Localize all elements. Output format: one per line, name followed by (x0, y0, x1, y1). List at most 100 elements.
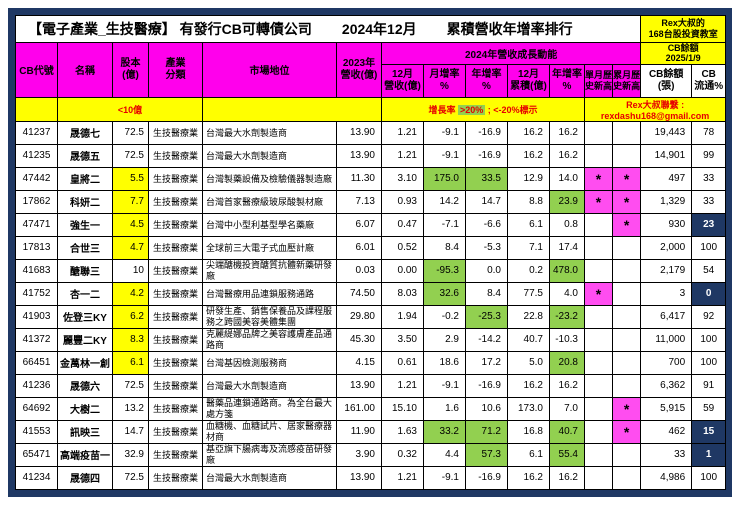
cell-mom[interactable]: 32.6 (423, 281, 466, 306)
cell-dec-rev[interactable]: 0.32 (381, 442, 424, 467)
cell-c-high[interactable]: * (611, 166, 642, 191)
cell-market[interactable]: 尖端醣機投資醣質抗體新藥研發廠 (202, 258, 337, 283)
cell-dec-rev[interactable]: 0.61 (381, 350, 424, 375)
cell-id[interactable]: 66451 (15, 350, 58, 375)
cell-cb-balance[interactable]: 497 (640, 166, 693, 191)
cell-c-high[interactable] (611, 281, 642, 306)
cell-cb-balance[interactable]: 19,443 (640, 120, 693, 145)
cell-rev2023[interactable]: 13.90 (336, 143, 382, 168)
cell-id[interactable]: 47442 (15, 166, 58, 191)
cell-cb-balance[interactable]: 462 (640, 419, 693, 444)
cell-cb-balance[interactable]: 5,915 (640, 396, 693, 421)
cell-capital[interactable]: 10 (112, 258, 149, 283)
cell-cum[interactable]: 12.9 (507, 166, 550, 191)
cell-dec-rev[interactable]: 0.93 (381, 189, 424, 214)
cell-name[interactable]: 大樹二 (57, 396, 113, 421)
cell-industry[interactable]: 生技醫療業 (148, 166, 203, 191)
cell-id[interactable]: 41553 (15, 419, 58, 444)
cell-m-high[interactable]: * (584, 166, 613, 191)
cell-mom[interactable]: -9.1 (423, 465, 466, 490)
cell-mom[interactable]: -0.2 (423, 304, 466, 329)
cell-cum-yoy[interactable]: 16.2 (549, 143, 585, 168)
cell-yoy[interactable]: -5.3 (465, 235, 508, 260)
cell-id[interactable]: 41236 (15, 373, 58, 398)
cell-dec-rev[interactable]: 1.21 (381, 373, 424, 398)
cell-rev2023[interactable]: 6.07 (336, 212, 382, 237)
cell-cum-yoy[interactable]: 20.8 (549, 350, 585, 375)
cell-cum-yoy[interactable]: 17.4 (549, 235, 585, 260)
cell-id[interactable]: 41683 (15, 258, 58, 283)
cell-cb-balance[interactable]: 3 (640, 281, 693, 306)
cell-name[interactable]: 佐登三KY (57, 304, 113, 329)
cell-market[interactable]: 醫藥品連鎖通路商。為全台最大處方箋 (202, 396, 337, 421)
cell-mom[interactable]: -9.1 (423, 373, 466, 398)
cell-yoy[interactable]: -25.3 (465, 304, 508, 329)
cell-market[interactable]: 台灣最大水劑製造商 (202, 143, 337, 168)
cell-capital[interactable]: 6.1 (112, 350, 149, 375)
cell-cb-float[interactable]: 100 (691, 465, 727, 490)
cell-market[interactable]: 血糖機、血糖試片、居家醫療器材商 (202, 419, 337, 444)
cell-m-high[interactable] (584, 143, 613, 168)
cell-industry[interactable]: 生技醫療業 (148, 120, 203, 145)
cell-mom[interactable]: -95.3 (423, 258, 466, 283)
cell-cb-balance[interactable]: 2,000 (640, 235, 693, 260)
cell-rev2023[interactable]: 6.01 (336, 235, 382, 260)
cell-rev2023[interactable]: 45.30 (336, 327, 382, 352)
cell-capital[interactable]: 4.7 (112, 235, 149, 260)
cell-name[interactable]: 合世三 (57, 235, 113, 260)
cell-capital[interactable]: 7.7 (112, 189, 149, 214)
cell-industry[interactable]: 生技醫療業 (148, 396, 203, 421)
cell-cb-float[interactable]: 59 (691, 396, 727, 421)
cell-market[interactable]: 基亞旗下腸病毒及流感疫苗研發廠 (202, 442, 337, 467)
cell-cb-balance[interactable]: 11,000 (640, 327, 693, 352)
cell-m-high[interactable] (584, 373, 613, 398)
cell-yoy[interactable]: 57.3 (465, 442, 508, 467)
cell-market[interactable]: 研發生產、銷售保養品及課程服務之跨國美容美體集團 (202, 304, 337, 329)
cell-cum-yoy[interactable]: 23.9 (549, 189, 585, 214)
cell-id[interactable]: 41372 (15, 327, 58, 352)
cell-name[interactable]: 晟德七 (57, 120, 113, 145)
cell-capital[interactable]: 6.2 (112, 304, 149, 329)
cell-market[interactable]: 台灣首家醫療級玻尿酸製材廠 (202, 189, 337, 214)
cell-cb-float[interactable]: 0 (691, 281, 727, 306)
cell-dec-rev[interactable]: 8.03 (381, 281, 424, 306)
cell-yoy[interactable]: 14.7 (465, 189, 508, 214)
cell-name[interactable]: 科妍二 (57, 189, 113, 214)
cell-cum-yoy[interactable]: 16.2 (549, 373, 585, 398)
cell-dec-rev[interactable]: 1.21 (381, 120, 424, 145)
cell-yoy[interactable]: -16.9 (465, 373, 508, 398)
cell-yoy[interactable]: -14.2 (465, 327, 508, 352)
cell-m-high[interactable] (584, 235, 613, 260)
cell-cum[interactable]: 16.2 (507, 465, 550, 490)
cell-industry[interactable]: 生技醫療業 (148, 442, 203, 467)
cell-m-high[interactable] (584, 442, 613, 467)
cell-market[interactable]: 台灣中小型利基型學名藥廠 (202, 212, 337, 237)
cell-name[interactable]: 杏一二 (57, 281, 113, 306)
cell-cb-balance[interactable]: 14,901 (640, 143, 693, 168)
cell-c-high[interactable] (611, 465, 642, 490)
cell-name[interactable]: 高端疫苗一 (57, 442, 113, 467)
cell-name[interactable]: 強生一 (57, 212, 113, 237)
cell-name[interactable]: 晟德六 (57, 373, 113, 398)
cell-mom[interactable]: 175.0 (423, 166, 466, 191)
cell-cum-yoy[interactable]: 40.7 (549, 419, 585, 444)
cell-id[interactable]: 41903 (15, 304, 58, 329)
cell-dec-rev[interactable]: 1.63 (381, 419, 424, 444)
cell-name[interactable]: 晟德四 (57, 465, 113, 490)
cell-industry[interactable]: 生技醫療業 (148, 235, 203, 260)
cell-industry[interactable]: 生技醫療業 (148, 419, 203, 444)
cell-industry[interactable]: 生技醫療業 (148, 350, 203, 375)
cell-capital[interactable]: 72.5 (112, 465, 149, 490)
cell-c-high[interactable] (611, 304, 642, 329)
cell-cb-balance[interactable]: 700 (640, 350, 693, 375)
cell-c-high[interactable]: * (611, 396, 642, 421)
cell-name[interactable]: 晟德五 (57, 143, 113, 168)
cell-dec-rev[interactable]: 15.10 (381, 396, 424, 421)
cell-capital[interactable]: 72.5 (112, 120, 149, 145)
cell-industry[interactable]: 生技醫療業 (148, 212, 203, 237)
cell-id[interactable]: 41752 (15, 281, 58, 306)
cell-cum[interactable]: 16.2 (507, 373, 550, 398)
cell-c-high[interactable] (611, 442, 642, 467)
cell-rev2023[interactable]: 4.15 (336, 350, 382, 375)
cell-mom[interactable]: 14.2 (423, 189, 466, 214)
